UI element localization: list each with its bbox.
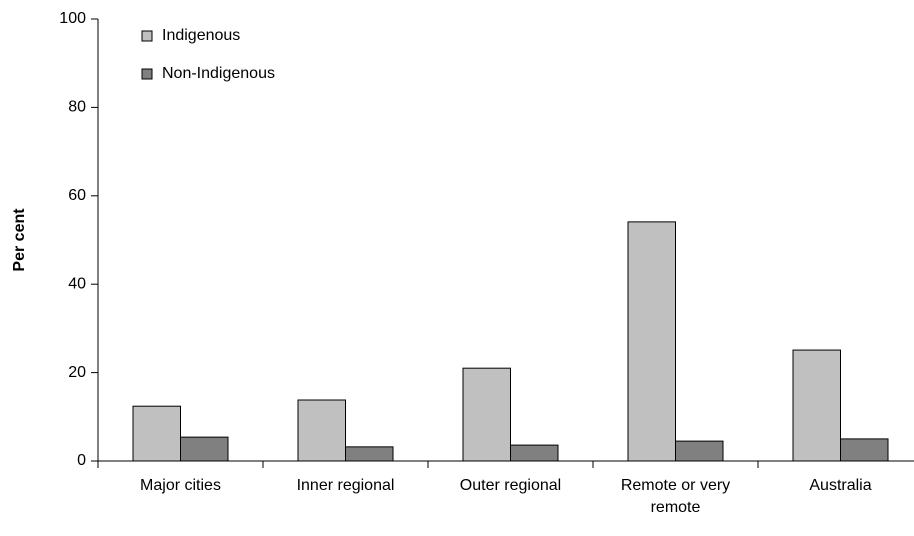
y-tick-label: 40 [68, 275, 86, 292]
x-tick-label: Inner regional [296, 477, 395, 494]
bar [510, 444, 559, 462]
y-tick-label: 20 [68, 364, 86, 381]
bar [132, 405, 181, 462]
legend-label: Non-Indigenous [162, 65, 275, 82]
bar [345, 446, 394, 462]
bar [840, 438, 889, 462]
legend-label: Indigenous [162, 27, 240, 44]
x-tick-label: Outer regional [459, 477, 562, 494]
y-tick-label: 80 [68, 99, 86, 116]
y-tick-label: 60 [68, 187, 86, 204]
x-tick-label: Australia [809, 477, 872, 494]
bar [297, 399, 346, 462]
bar [180, 436, 229, 462]
bar [792, 349, 841, 462]
bar [627, 221, 676, 462]
y-axis-label: Per cent [11, 208, 28, 272]
legend-swatch [141, 68, 153, 80]
y-tick-label: 0 [77, 452, 86, 469]
legend-swatch [141, 30, 153, 42]
x-tick-label: Major cities [140, 477, 221, 494]
bar [462, 367, 511, 462]
y-tick-label: 100 [59, 10, 86, 27]
x-tick-label: Remote or very remote [620, 477, 731, 516]
bar [675, 440, 724, 462]
